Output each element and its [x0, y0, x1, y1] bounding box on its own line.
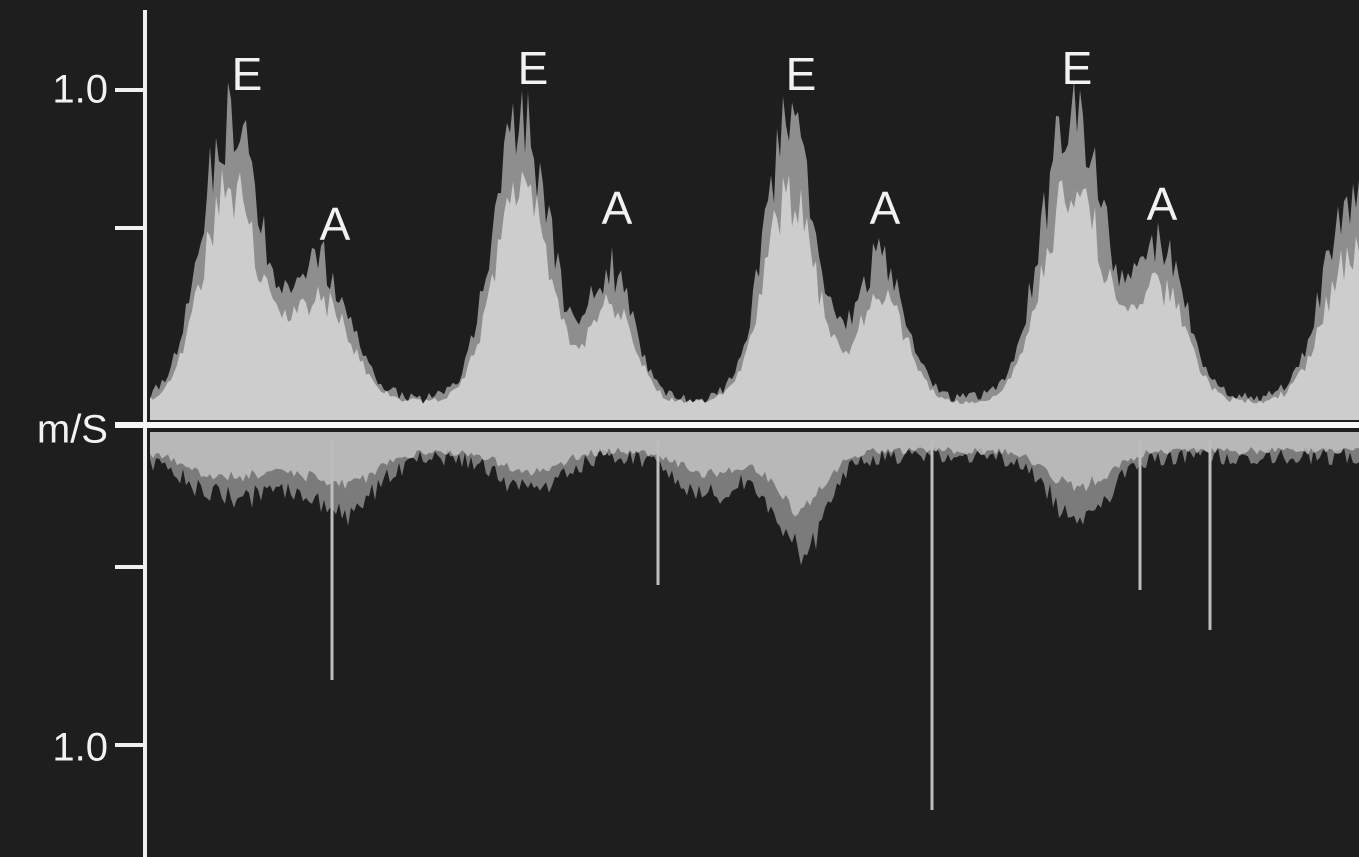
- a-wave-label: A: [870, 182, 901, 234]
- page: 1.0 m/S 1.0 E A E A E A E A (() => { con…: [0, 0, 1359, 857]
- e-wave-label: E: [1062, 42, 1093, 94]
- axis-label: 1.0: [52, 726, 108, 770]
- e-wave-label: E: [232, 48, 263, 100]
- a-wave-label: A: [602, 182, 633, 234]
- a-wave-label: A: [320, 198, 351, 250]
- e-wave-label: E: [786, 48, 817, 100]
- background: [0, 0, 1359, 857]
- doppler-image: 1.0 m/S 1.0 E A E A E A E A: [0, 0, 1359, 857]
- e-wave-label: E: [518, 42, 549, 94]
- a-wave-label: A: [1147, 178, 1178, 230]
- axis-label: 1.0: [52, 68, 108, 112]
- axis-label: m/S: [37, 408, 108, 452]
